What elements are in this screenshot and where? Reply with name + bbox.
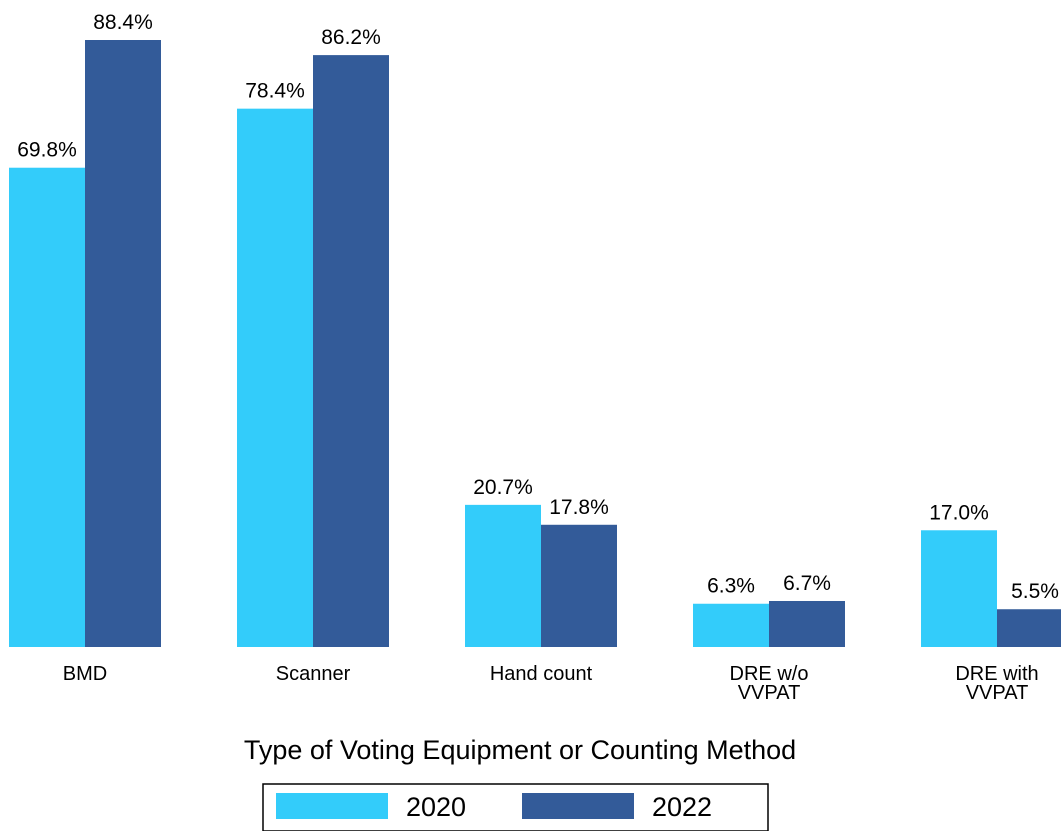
bar-2020-2 <box>465 504 541 647</box>
data-label-2022-3: 6.7% <box>783 572 831 595</box>
category-label-3-line-0: DRE w/o <box>730 663 809 685</box>
data-label-2020-2: 20.7% <box>473 476 533 499</box>
legend-swatch-2022 <box>522 793 634 819</box>
category-label-4-line-1: VVPAT <box>966 682 1029 704</box>
category-label-4-line-0: DRE with <box>955 663 1038 685</box>
category-label-3-line-1: VVPAT <box>738 682 801 704</box>
bar-2022-2 <box>541 524 617 647</box>
data-label-2020-4: 17.0% <box>929 501 989 524</box>
category-label-0: BMD <box>63 663 107 685</box>
bar-2022-3 <box>769 600 845 647</box>
data-label-2020-1: 78.4% <box>245 80 305 103</box>
bar-2020-4 <box>921 530 997 647</box>
legend-label-2020: 2020 <box>406 792 466 822</box>
legend-label-2022: 2022 <box>652 792 712 822</box>
data-label-2022-1: 86.2% <box>321 26 381 49</box>
data-label-2022-0: 88.4% <box>93 11 153 34</box>
bar-2022-0 <box>85 40 161 647</box>
bar-2020-3 <box>693 603 769 647</box>
value-labels: 69.8% 88.4% 78.4% 86.2% 20.7% 17.8% 6.3% 6.7% 17… <box>17 11 1059 603</box>
data-label-2022-4: 5.5% <box>1011 580 1059 603</box>
category-label-2: Hand count <box>490 663 593 685</box>
legend: 2020 2022 <box>262 783 769 831</box>
data-label-2022-2: 17.8% <box>549 496 609 519</box>
legend-swatch-2020 <box>276 793 388 819</box>
data-label-2020-3: 6.3% <box>707 575 755 598</box>
bars <box>9 40 1061 648</box>
bar-2020-0 <box>9 167 85 647</box>
data-label-2020-0: 69.8% <box>17 139 77 162</box>
bar-2022-1 <box>313 55 389 648</box>
x-axis-label: Type of Voting Equipment or Counting Met… <box>244 735 796 765</box>
bar-2020-1 <box>237 108 313 647</box>
bar-2022-4 <box>997 609 1061 647</box>
category-label-1: Scanner <box>276 663 351 685</box>
